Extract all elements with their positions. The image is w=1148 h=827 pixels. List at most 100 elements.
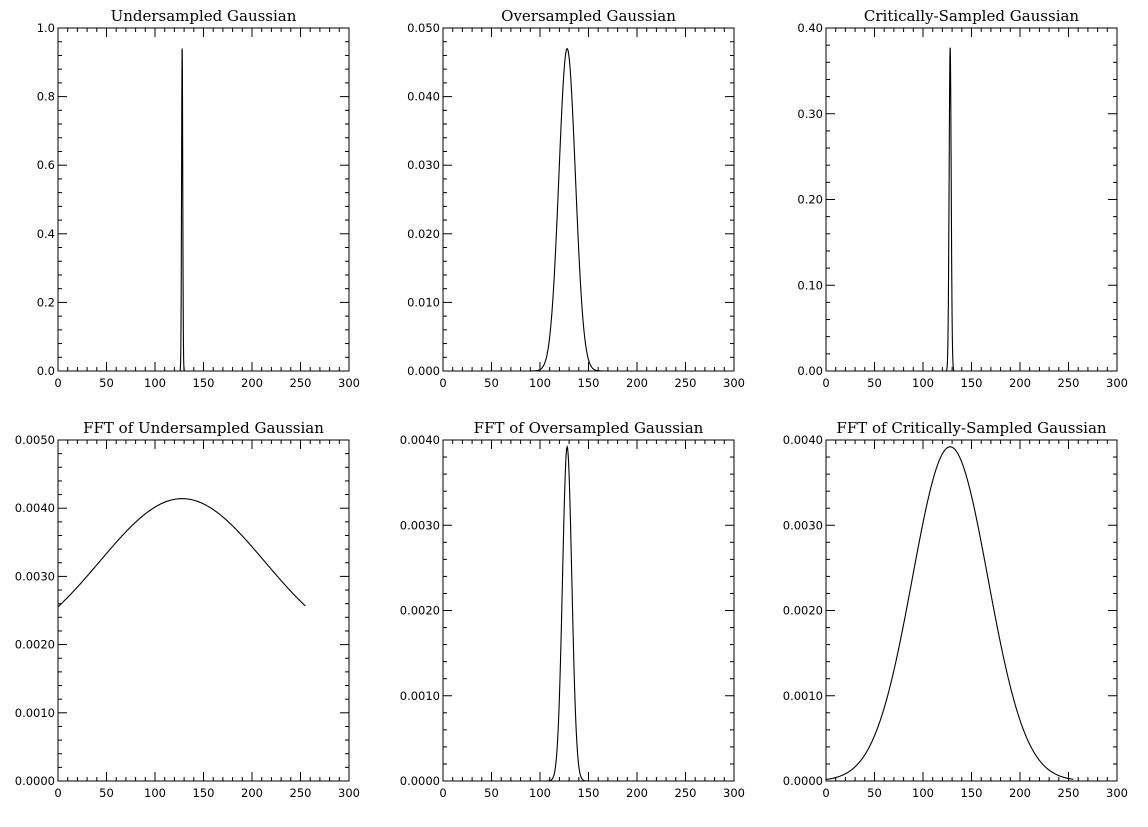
x-tick-label: 50 bbox=[99, 376, 114, 390]
x-tick-label: 150 bbox=[961, 376, 983, 390]
x-tick-label: 300 bbox=[723, 376, 745, 390]
y-tick-label: 0.000 bbox=[407, 364, 440, 378]
x-tick-label: 150 bbox=[193, 786, 215, 800]
data-series-line bbox=[443, 444, 691, 782]
x-tick-label: 150 bbox=[961, 786, 983, 800]
x-tick-label: 250 bbox=[675, 376, 697, 390]
y-tick-label: 0.0010 bbox=[783, 689, 823, 703]
plot-frame bbox=[825, 439, 1118, 782]
x-tick-label: 300 bbox=[1106, 786, 1128, 800]
data-series-line bbox=[825, 446, 1074, 781]
y-tick-label: 0.2 bbox=[37, 295, 55, 309]
data-series-line bbox=[443, 47, 691, 372]
y-tick-label: 0.8 bbox=[37, 90, 55, 104]
x-tick-label: 300 bbox=[723, 786, 745, 800]
data-series-line bbox=[57, 498, 306, 608]
x-tick-label: 250 bbox=[1058, 786, 1080, 800]
y-tick-label: 0.0010 bbox=[400, 689, 440, 703]
x-tick-label: 50 bbox=[867, 376, 882, 390]
x-tick-label: 50 bbox=[867, 786, 882, 800]
x-tick-label: 150 bbox=[193, 376, 215, 390]
y-tick-label: 1.0 bbox=[37, 21, 55, 35]
data-series-line bbox=[826, 47, 1074, 372]
x-tick-label: 250 bbox=[675, 786, 697, 800]
y-tick-label: 0.030 bbox=[407, 158, 440, 172]
y-tick-label: 0.40 bbox=[797, 21, 823, 35]
plot-frame bbox=[442, 27, 735, 372]
x-tick-label: 0 bbox=[822, 376, 829, 390]
data-series-line bbox=[58, 48, 306, 372]
y-tick-label: 0.0040 bbox=[783, 433, 823, 447]
x-tick-label: 300 bbox=[338, 376, 360, 390]
x-tick-label: 200 bbox=[1009, 786, 1031, 800]
panel-title: FFT of Critically-Sampled Gaussian bbox=[836, 419, 1107, 437]
x-tick-label: 50 bbox=[484, 786, 499, 800]
y-tick-label: 0.040 bbox=[407, 90, 440, 104]
y-tick-label: 0.0010 bbox=[15, 706, 55, 720]
y-tick-label: 0.0050 bbox=[15, 433, 55, 447]
y-tick-label: 0.0030 bbox=[15, 569, 55, 583]
panel-title: FFT of Oversampled Gaussian bbox=[474, 419, 704, 437]
x-tick-label: 100 bbox=[529, 786, 551, 800]
x-tick-label: 200 bbox=[241, 786, 263, 800]
plot-frame bbox=[57, 27, 350, 372]
panel-title: Oversampled Gaussian bbox=[501, 7, 676, 25]
x-tick-label: 0 bbox=[439, 376, 446, 390]
x-tick-label: 150 bbox=[578, 786, 600, 800]
x-tick-label: 200 bbox=[1009, 376, 1031, 390]
y-tick-label: 0.020 bbox=[407, 227, 440, 241]
y-tick-label: 0.0000 bbox=[15, 774, 55, 788]
x-tick-label: 100 bbox=[144, 376, 166, 390]
y-tick-label: 0.20 bbox=[797, 193, 823, 207]
panel-1: Undersampled Gaussian 0 50 100 150 200 250 300 0… bbox=[37, 7, 360, 390]
x-tick-label: 200 bbox=[241, 376, 263, 390]
y-tick-label: 0.4 bbox=[37, 227, 55, 241]
panel-title: Critically-Sampled Gaussian bbox=[864, 7, 1080, 25]
panel-2: Oversampled Gaussian 0 50 100 150 200 250 300 0.… bbox=[407, 7, 745, 390]
x-tick-label: 50 bbox=[99, 786, 114, 800]
y-tick-label: 0.0020 bbox=[783, 604, 823, 618]
y-tick-label: 0.0040 bbox=[400, 433, 440, 447]
x-tick-label: 0 bbox=[822, 786, 829, 800]
panel-3: Critically-Sampled Gaussian 0 50 100 150 200 2… bbox=[797, 7, 1128, 390]
x-tick-label: 250 bbox=[290, 376, 312, 390]
y-tick-label: 0.30 bbox=[797, 107, 823, 121]
y-tick-label: 0.0030 bbox=[400, 518, 440, 532]
panel-4: FFT of Undersampled Gaussian 0 50 100 150 200… bbox=[15, 419, 360, 800]
y-tick-label: 0.0 bbox=[37, 364, 55, 378]
x-tick-label: 0 bbox=[54, 786, 61, 800]
y-tick-label: 0.0020 bbox=[15, 638, 55, 652]
x-tick-label: 300 bbox=[1106, 376, 1128, 390]
plot-frame bbox=[825, 27, 1118, 372]
y-tick-label: 0.10 bbox=[797, 278, 823, 292]
plot-frame bbox=[442, 439, 735, 782]
x-tick-label: 200 bbox=[626, 376, 648, 390]
y-tick-label: 0.0000 bbox=[400, 774, 440, 788]
x-tick-label: 250 bbox=[290, 786, 312, 800]
x-tick-label: 0 bbox=[54, 376, 61, 390]
panel-title: FFT of Undersampled Gaussian bbox=[83, 419, 324, 437]
panel-6: FFT of Critically-Sampled Gaussian 0 50 100… bbox=[783, 419, 1128, 800]
x-tick-label: 300 bbox=[338, 786, 360, 800]
panel-title: Undersampled Gaussian bbox=[111, 7, 297, 25]
x-tick-label: 0 bbox=[439, 786, 446, 800]
panel-5: FFT of Oversampled Gaussian 0 50 100 150 200 2… bbox=[400, 419, 745, 800]
x-tick-label: 100 bbox=[144, 786, 166, 800]
y-tick-label: 0.050 bbox=[407, 21, 440, 35]
x-tick-label: 200 bbox=[626, 786, 648, 800]
y-tick-label: 0.0040 bbox=[15, 501, 55, 515]
y-tick-label: 0.6 bbox=[37, 158, 55, 172]
plot-frame bbox=[57, 439, 350, 782]
x-tick-label: 100 bbox=[912, 376, 934, 390]
x-tick-label: 250 bbox=[1058, 376, 1080, 390]
y-tick-label: 0.0020 bbox=[400, 604, 440, 618]
y-tick-label: 0.0030 bbox=[783, 518, 823, 532]
x-tick-label: 100 bbox=[529, 376, 551, 390]
x-tick-label: 50 bbox=[484, 376, 499, 390]
y-tick-label: 0.010 bbox=[407, 295, 440, 309]
x-tick-label: 150 bbox=[578, 376, 600, 390]
x-tick-label: 100 bbox=[912, 786, 934, 800]
y-tick-label: 0.00 bbox=[797, 364, 823, 378]
y-tick-label: 0.0000 bbox=[783, 774, 823, 788]
